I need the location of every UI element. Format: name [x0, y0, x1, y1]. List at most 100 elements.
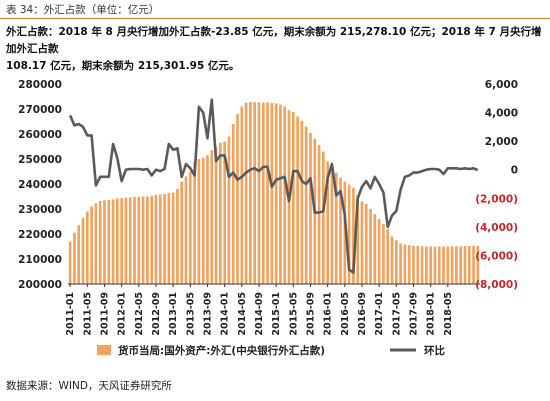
- x-tick-label: 2018-05: [443, 292, 454, 336]
- bar: [446, 246, 450, 284]
- bar: [244, 102, 248, 284]
- bar: [253, 102, 257, 284]
- x-tick-label: 2017-05: [391, 292, 402, 336]
- bar: [437, 246, 441, 284]
- bar: [219, 142, 222, 284]
- bar: [455, 246, 458, 284]
- bar: [322, 151, 325, 284]
- data-source-note: 数据来源：WIND，天风证券研究所: [6, 380, 172, 392]
- x-tick-label: 2013-05: [185, 292, 196, 336]
- y-right-tick-label: 0: [511, 165, 518, 177]
- bar: [330, 167, 334, 284]
- bar: [128, 197, 132, 284]
- bar: [111, 199, 115, 284]
- x-tick-label: 2016-09: [357, 292, 368, 336]
- bar: [227, 136, 231, 284]
- bar: [240, 106, 244, 284]
- bar: [176, 189, 179, 284]
- y-left-tick-label: 280000: [18, 79, 62, 91]
- bar: [184, 176, 188, 284]
- y-right-tick-label: 4,000: [485, 108, 518, 120]
- bar: [425, 246, 428, 284]
- bar-series-group: [68, 102, 480, 284]
- bar: [249, 102, 252, 284]
- x-tick-label: 2014-05: [237, 292, 248, 336]
- bar: [77, 225, 81, 284]
- y-right-tick-label: (4,000): [475, 222, 518, 234]
- bar: [326, 161, 329, 284]
- bar: [266, 102, 269, 284]
- caption-bar: 表 34：外汇占款（单位：亿元）: [0, 0, 550, 19]
- x-tick-label: 2015-01: [271, 292, 282, 336]
- bar: [463, 246, 467, 284]
- bar: [304, 126, 308, 284]
- y-right-tick-label: (2,000): [475, 193, 518, 205]
- bar: [360, 201, 364, 284]
- bar: [90, 206, 93, 284]
- bar: [103, 200, 106, 284]
- bar: [364, 204, 368, 284]
- x-tick-label: 2018-01: [426, 292, 437, 336]
- legend-swatch-bar: [97, 345, 111, 355]
- bar: [373, 214, 377, 284]
- bar: [124, 197, 128, 284]
- bar: [107, 200, 111, 284]
- bar: [210, 150, 214, 284]
- bar: [116, 198, 119, 284]
- bar: [167, 193, 171, 284]
- bar: [467, 246, 471, 284]
- bar: [394, 240, 398, 284]
- summary-text: 外汇占款：2018 年 8 月央行增加外汇占款-23.85 亿元，期末余额为 2…: [6, 24, 544, 75]
- bar: [334, 172, 338, 284]
- bar: [180, 181, 184, 284]
- y-left-tick-label: 210000: [18, 254, 62, 266]
- bar: [236, 114, 239, 284]
- legend: 货币当局:国外资产:外汇(中央银行外汇占款) 环比: [97, 344, 445, 357]
- x-tick-label: 2012-09: [151, 292, 162, 336]
- bar: [399, 243, 402, 284]
- y-left-tick-label: 230000: [18, 204, 62, 216]
- bar: [369, 209, 372, 284]
- bar: [472, 245, 475, 284]
- bar: [68, 241, 72, 284]
- bar: [309, 132, 312, 284]
- bar: [382, 224, 385, 284]
- y-left-tick-label: 220000: [18, 229, 62, 241]
- bar: [300, 121, 304, 284]
- x-tick-label: 2014-01: [220, 292, 231, 336]
- bar: [137, 196, 141, 284]
- bar: [270, 103, 274, 284]
- bar: [133, 197, 136, 284]
- y-right-tick-label: 2,000: [485, 136, 518, 148]
- bar: [420, 246, 424, 284]
- figure-caption: 表 34：外汇占款（单位：亿元）: [6, 4, 160, 16]
- x-tick-label: 2016-01: [323, 292, 334, 336]
- bar: [223, 141, 226, 284]
- bar: [347, 184, 351, 284]
- bar: [296, 116, 299, 284]
- x-tick-label: 2017-01: [374, 292, 385, 336]
- y-left-tick-label: 200000: [18, 279, 62, 291]
- bar: [163, 194, 166, 284]
- x-tick-label: 2014-09: [254, 292, 265, 336]
- bar: [279, 104, 282, 284]
- x-tick-label: 2011-01: [65, 292, 76, 336]
- bar: [459, 246, 463, 284]
- bar: [386, 229, 390, 284]
- bar: [283, 106, 287, 284]
- bar: [274, 103, 278, 284]
- bar: [214, 147, 218, 284]
- bar: [150, 196, 154, 284]
- bar: [403, 244, 407, 284]
- y-left-tick-label: 270000: [18, 104, 62, 116]
- bar: [429, 246, 432, 284]
- bar: [206, 155, 209, 284]
- x-tick-label: 2017-09: [408, 292, 419, 336]
- bar: [317, 145, 321, 284]
- y-right-tick-label: (6,000): [475, 250, 518, 262]
- x-tick-label: 2012-05: [134, 292, 145, 336]
- bar: [154, 195, 158, 284]
- bar: [476, 246, 480, 284]
- x-tick-label: 2015-05: [288, 292, 299, 336]
- bar: [171, 192, 175, 284]
